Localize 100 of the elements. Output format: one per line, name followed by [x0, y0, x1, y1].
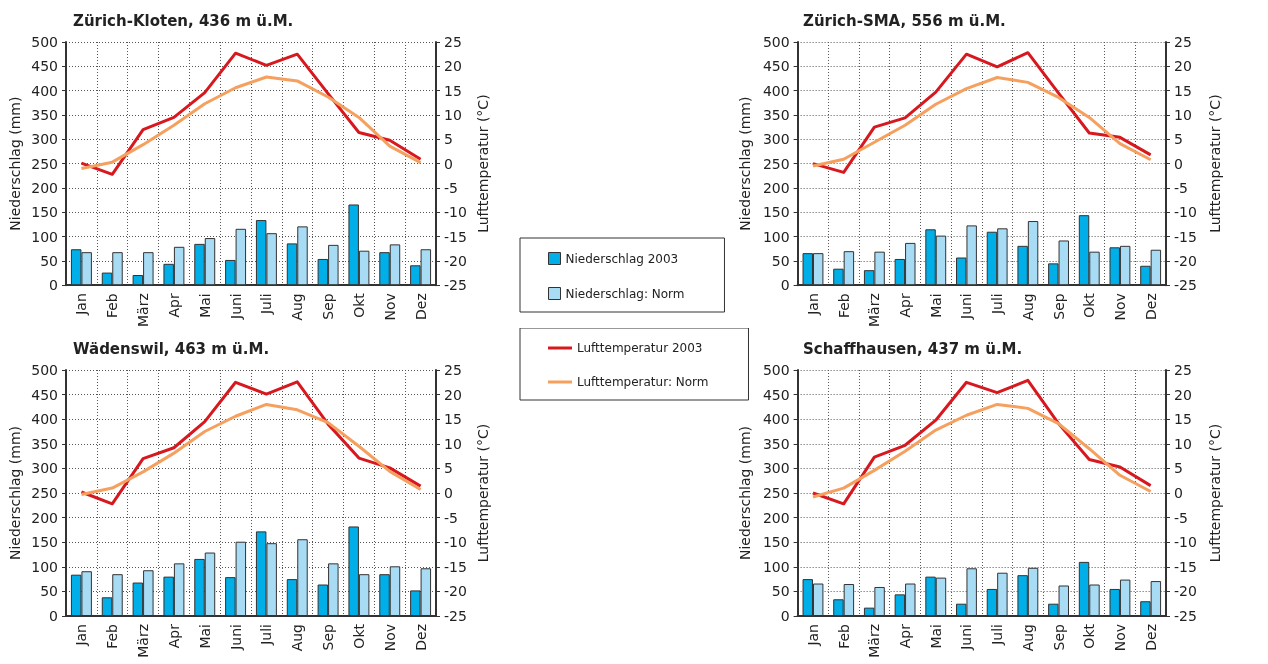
line-series: [811, 51, 1153, 174]
x-tick-label: Mai: [927, 624, 944, 649]
x-tick-label: Juli: [258, 624, 275, 646]
x-tick-label: Nov: [1111, 624, 1128, 652]
legend-label: Niederschlag: Norm: [565, 286, 685, 301]
y-tick-label: 500: [31, 34, 58, 50]
line-series: [811, 378, 1153, 506]
line-series: [79, 380, 423, 506]
y-tick-label: 450: [31, 386, 58, 403]
y2-tick-label: 15: [444, 411, 462, 428]
legend-label: Lufttemperatur: Norm: [577, 375, 709, 389]
y2-tick-label: 0: [1174, 155, 1183, 172]
x-tick-label: Okt: [1081, 292, 1098, 318]
x-tick-label: Dez: [412, 293, 429, 320]
x-tick-label: März: [135, 293, 152, 327]
y2-tick-label: 10: [444, 435, 462, 452]
x-tick-label: Apr: [897, 293, 914, 318]
x-tick-label: Apr: [897, 623, 914, 649]
y2-tick-label: -5: [1174, 509, 1188, 526]
y-tick-label: 50: [771, 252, 790, 269]
x-tick-label: Okt: [350, 623, 367, 649]
y-tick-label: 0: [780, 608, 790, 624]
x-tick-label: März: [135, 624, 152, 658]
x-tick-label: März: [866, 624, 883, 658]
y2-tick-label: -25: [444, 608, 467, 624]
y-tick-label: 200: [31, 509, 58, 526]
y-tick-label: 300: [762, 131, 790, 148]
y-tick-label: 300: [31, 460, 58, 477]
y2-tick-label: 10: [1174, 106, 1192, 123]
x-tick-label: Juni: [958, 624, 975, 651]
y-tick-label: 500: [31, 362, 58, 378]
y-tick-label: 150: [31, 534, 58, 551]
y-tick-label: 0: [49, 277, 58, 294]
y-tick-label: 150: [762, 534, 790, 551]
x-tick-label: Nov: [381, 624, 398, 652]
y-tick-label: 250: [762, 155, 790, 172]
y-tick-label: 500: [762, 362, 790, 378]
y-tick-label: 450: [31, 58, 58, 75]
x-tick-label: Jan: [804, 293, 821, 316]
y-tick-label: 500: [762, 34, 790, 50]
x-tick-label: Feb: [104, 623, 121, 649]
x-tick-label: Sep: [1050, 293, 1067, 320]
y2-axis-title: Lufttemperatur (°C): [475, 423, 491, 563]
x-tick-label: Juli: [258, 293, 275, 316]
x-tick-label: Feb: [835, 293, 852, 319]
y-tick-label: 350: [31, 106, 58, 123]
x-tick-label: Feb: [835, 623, 852, 649]
x-tick-label: Jan: [73, 624, 90, 647]
x-tick-label: März: [866, 293, 883, 327]
y-tick-label: 350: [31, 435, 58, 452]
x-tick-label: Jan: [73, 293, 90, 316]
legend-label: Lufttemperatur 2003: [577, 341, 703, 355]
y2-tick-label: -15: [444, 558, 467, 575]
x-tick-label: Juni: [958, 293, 975, 320]
y-tick-label: 250: [762, 485, 790, 501]
y-tick-label: 100: [762, 228, 790, 245]
y-axis-title: Niederschlag (mm): [7, 425, 23, 561]
y2-tick-label: 15: [1174, 82, 1192, 99]
y-tick-label: 400: [31, 411, 58, 428]
x-tick-label: Juli: [989, 293, 1006, 316]
x-tick-label: Apr: [165, 623, 182, 649]
y2-tick-label: -20: [444, 252, 467, 269]
y2-tick-label: 5: [444, 460, 453, 477]
chart-title: Wädenswil, 463 m ü.M.: [73, 339, 270, 358]
x-tick-label: Aug: [1019, 624, 1036, 652]
y2-tick-label: 25: [1174, 34, 1192, 50]
y-tick-label: 100: [31, 228, 58, 245]
y2-tick-label: -10: [1174, 204, 1197, 221]
y2-tick-label: 15: [444, 82, 462, 99]
y-tick-label: 0: [780, 277, 790, 294]
line-series: [811, 402, 1153, 499]
y2-tick-label: -5: [444, 179, 458, 196]
y-tick-label: 200: [762, 179, 790, 196]
y-tick-label: 300: [31, 131, 58, 148]
y-tick-label: 400: [31, 82, 58, 99]
x-tick-label: Aug: [1019, 293, 1036, 321]
y-tick-label: 350: [762, 435, 790, 452]
y2-tick-label: 5: [1174, 460, 1183, 477]
y2-axis-title: Lufttemperatur (°C): [1206, 94, 1223, 233]
y2-axis-title: Lufttemperatur (°C): [475, 94, 491, 233]
y2-tick-label: 25: [444, 362, 462, 378]
y2-tick-label: 5: [1174, 131, 1183, 148]
x-tick-label: Sep: [320, 293, 337, 320]
y2-tick-label: -20: [444, 583, 467, 600]
y2-axis-title: Lufttemperatur (°C): [1206, 423, 1223, 563]
y-tick-label: 50: [40, 583, 58, 600]
y-tick-label: 100: [762, 558, 790, 575]
x-tick-label: Dez: [412, 624, 429, 651]
y-axis-title: Niederschlag (mm): [737, 96, 753, 231]
y2-tick-label: -10: [1174, 534, 1197, 551]
y-tick-label: 200: [762, 509, 790, 526]
x-tick-label: Okt: [350, 292, 367, 318]
x-tick-label: Aug: [289, 293, 306, 321]
x-tick-label: Dez: [1142, 293, 1159, 320]
line-series: [79, 51, 423, 176]
y2-tick-label: -20: [1174, 252, 1197, 269]
x-tick-label: Sep: [1050, 623, 1067, 651]
line-series: [79, 402, 423, 496]
y2-tick-label: 20: [444, 58, 462, 75]
chart-title: Zürich-Kloten, 436 m ü.M.: [73, 11, 294, 30]
